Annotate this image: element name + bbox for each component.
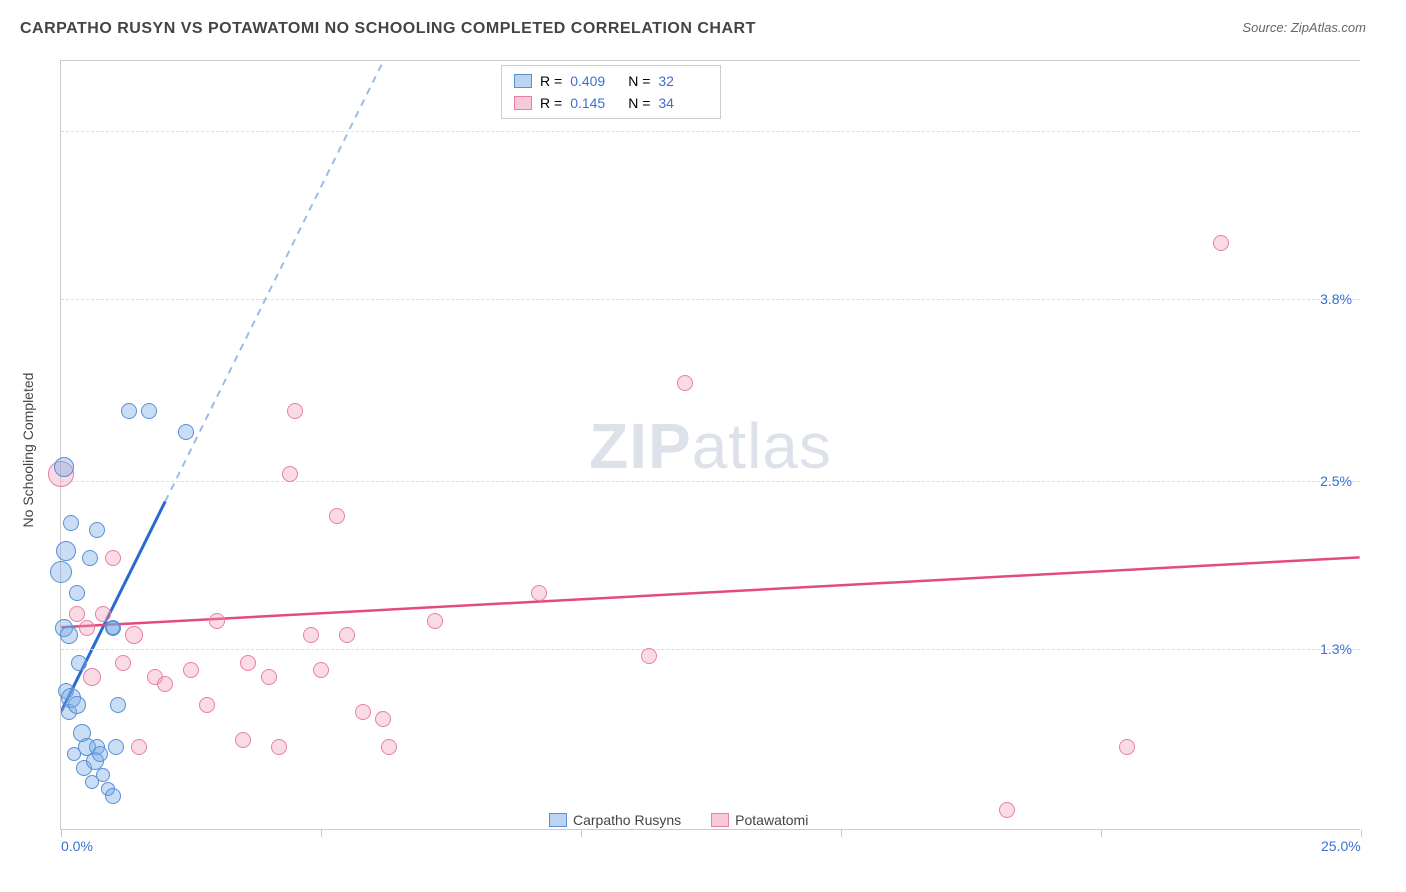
data-point-pink xyxy=(1213,235,1229,251)
legend-n-value: 32 xyxy=(658,73,708,89)
x-axis xyxy=(61,829,1360,830)
legend-label: Carpatho Rusyns xyxy=(573,812,681,828)
data-point-blue xyxy=(121,403,137,419)
data-point-pink xyxy=(209,613,225,629)
data-point-pink xyxy=(261,669,277,685)
data-point-pink xyxy=(271,739,287,755)
data-point-blue xyxy=(108,739,124,755)
gridline xyxy=(61,131,1360,132)
data-point-pink xyxy=(125,626,143,644)
data-point-pink xyxy=(83,668,101,686)
gridline xyxy=(61,649,1360,650)
x-tick xyxy=(1361,830,1362,837)
gridline xyxy=(61,481,1360,482)
y-tick-label: 1.3% xyxy=(1320,641,1352,657)
legend-swatch xyxy=(549,813,567,827)
data-point-pink xyxy=(375,711,391,727)
legend-r-label: R = xyxy=(540,73,562,89)
legend-row: R = 0.145 N = 34 xyxy=(514,92,708,114)
data-point-pink xyxy=(79,620,95,636)
x-tick xyxy=(581,830,582,837)
x-tick xyxy=(61,830,62,837)
trend-lines-layer xyxy=(61,61,1360,830)
data-point-blue xyxy=(63,515,79,531)
legend-n-value: 34 xyxy=(658,95,708,111)
data-point-pink xyxy=(157,676,173,692)
data-point-pink xyxy=(1119,739,1135,755)
x-tick xyxy=(321,830,322,837)
data-point-blue xyxy=(60,626,78,644)
data-point-pink xyxy=(235,732,251,748)
data-point-blue xyxy=(106,621,120,635)
x-tick-label: 25.0% xyxy=(1321,838,1361,854)
data-point-blue xyxy=(50,561,72,583)
data-point-blue xyxy=(54,457,74,477)
source-label: Source: xyxy=(1242,20,1287,35)
legend-r-value: 0.409 xyxy=(570,73,620,89)
y-axis-label: No Schooling Completed xyxy=(20,373,36,528)
legend-label: Potawatomi xyxy=(735,812,808,828)
gridline xyxy=(61,299,1360,300)
data-point-pink xyxy=(287,403,303,419)
legend-item: Potawatomi xyxy=(711,812,808,828)
data-point-pink xyxy=(115,655,131,671)
data-point-blue xyxy=(105,788,121,804)
correlation-legend: R = 0.409 N = 32 R = 0.145 N = 34 xyxy=(501,65,721,119)
data-point-blue xyxy=(69,585,85,601)
x-tick-label: 0.0% xyxy=(61,838,93,854)
x-tick xyxy=(841,830,842,837)
source-link[interactable]: ZipAtlas.com xyxy=(1291,20,1366,35)
data-point-blue xyxy=(82,550,98,566)
legend-n-label: N = xyxy=(628,95,650,111)
watermark-bold: ZIP xyxy=(589,410,692,482)
watermark-light: atlas xyxy=(692,410,832,482)
data-point-pink xyxy=(999,802,1015,818)
legend-swatch xyxy=(514,74,532,88)
data-point-blue xyxy=(141,403,157,419)
legend-swatch xyxy=(514,96,532,110)
data-point-pink xyxy=(355,704,371,720)
legend-n-label: N = xyxy=(628,73,650,89)
data-point-pink xyxy=(677,375,693,391)
data-point-blue xyxy=(68,696,86,714)
legend-item: Carpatho Rusyns xyxy=(549,812,681,828)
data-point-blue xyxy=(110,697,126,713)
data-point-pink xyxy=(105,550,121,566)
chart-plot-area: ZIPatlas R = 0.409 N = 32 R = 0.145 N = 34 Carp… xyxy=(60,60,1360,830)
data-point-pink xyxy=(329,508,345,524)
y-tick-label: 3.8% xyxy=(1320,291,1352,307)
data-point-pink xyxy=(240,655,256,671)
data-point-pink xyxy=(199,697,215,713)
data-point-blue xyxy=(71,655,87,671)
watermark: ZIPatlas xyxy=(589,409,832,483)
data-point-pink xyxy=(69,606,85,622)
data-point-blue xyxy=(89,522,105,538)
data-point-blue xyxy=(56,541,76,561)
data-point-pink xyxy=(303,627,319,643)
series-legend: Carpatho Rusyns Potawatomi xyxy=(541,809,816,831)
data-point-pink xyxy=(641,648,657,664)
data-point-pink xyxy=(183,662,199,678)
chart-title: CARPATHO RUSYN VS POTAWATOMI NO SCHOOLIN… xyxy=(20,20,756,38)
y-tick-label: 2.5% xyxy=(1320,473,1352,489)
legend-swatch xyxy=(711,813,729,827)
data-point-pink xyxy=(282,466,298,482)
data-point-blue xyxy=(96,768,110,782)
legend-r-label: R = xyxy=(540,95,562,111)
data-point-blue xyxy=(92,746,108,762)
source-attribution: Source: ZipAtlas.com xyxy=(1242,20,1366,35)
data-point-pink xyxy=(531,585,547,601)
legend-row: R = 0.409 N = 32 xyxy=(514,70,708,92)
data-point-blue xyxy=(178,424,194,440)
data-point-pink xyxy=(313,662,329,678)
data-point-pink xyxy=(339,627,355,643)
x-tick xyxy=(1101,830,1102,837)
data-point-pink xyxy=(427,613,443,629)
data-point-pink xyxy=(95,606,111,622)
legend-r-value: 0.145 xyxy=(570,95,620,111)
data-point-pink xyxy=(131,739,147,755)
data-point-pink xyxy=(381,739,397,755)
